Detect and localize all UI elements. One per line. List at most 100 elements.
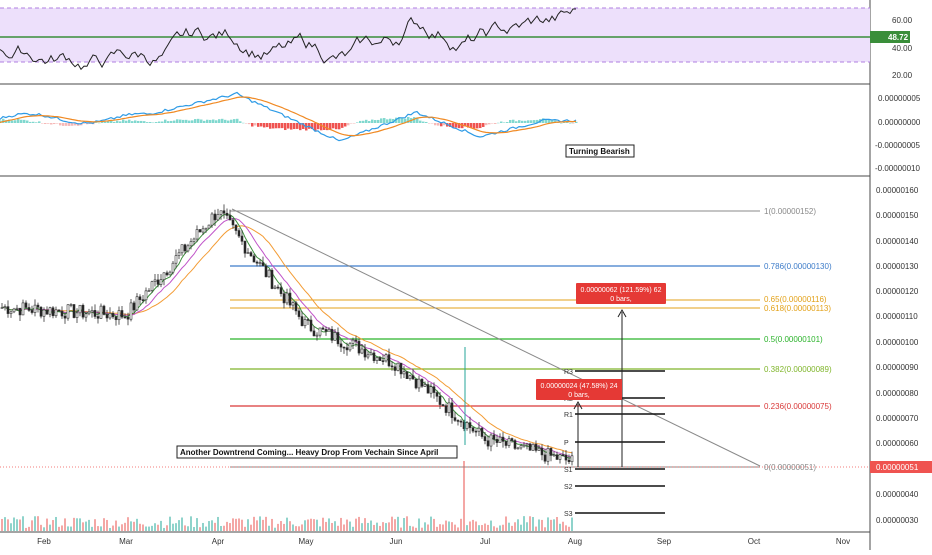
- volume-bar: [82, 522, 84, 531]
- volume-bar: [325, 521, 327, 531]
- macd-histogram-bar: [473, 123, 476, 129]
- candle-body-down: [363, 348, 367, 358]
- macd-histogram-bar: [332, 123, 335, 129]
- month-label: Jul: [480, 537, 490, 546]
- macd-histogram-bar: [50, 123, 53, 125]
- candle: [507, 435, 511, 448]
- volume-bar: [394, 519, 396, 531]
- candle-body-down: [132, 302, 136, 311]
- candle-body-up: [315, 334, 319, 337]
- volume-bar: [124, 522, 126, 531]
- fibonacci-retracement[interactable]: 1(0.00000152) 0.786(0.00000130) 0.65(0.0…: [230, 207, 832, 472]
- month-label: Nov: [836, 537, 850, 546]
- candle-body-up: [333, 332, 337, 341]
- candle-body-down: [60, 310, 64, 317]
- candle: [447, 398, 451, 417]
- candle-body-down: [183, 244, 187, 252]
- candle: [72, 304, 76, 319]
- macd-histogram-bar: [110, 120, 113, 123]
- volume-bar: [265, 516, 267, 531]
- candle-body-down: [312, 330, 316, 337]
- volume-bar: [379, 525, 381, 531]
- volume-bar: [397, 516, 399, 531]
- macd-histogram-bar: [14, 120, 17, 123]
- candle-body-up: [291, 302, 295, 306]
- candle-body-up: [303, 319, 307, 327]
- candle: [93, 304, 97, 319]
- candle-body-down: [105, 314, 109, 319]
- measure-small-box[interactable]: [536, 379, 622, 400]
- macd-histogram-bar: [458, 123, 461, 129]
- macd-histogram-bar: [116, 120, 119, 123]
- macd-histogram-bar: [26, 120, 29, 123]
- volume-bar: [496, 527, 498, 531]
- macd-histogram-bar: [122, 119, 125, 123]
- trendline[interactable]: [231, 208, 761, 467]
- volume-bar: [349, 521, 351, 531]
- candle: [555, 451, 559, 460]
- candle: [123, 313, 127, 319]
- macd-histogram-bar: [254, 123, 257, 126]
- measure-big-box[interactable]: [576, 283, 666, 304]
- macd-histogram-bar: [350, 123, 353, 124]
- candle: [33, 299, 37, 317]
- candle-body-up: [546, 448, 550, 462]
- candle-body-down: [270, 269, 274, 289]
- volume-bar: [427, 524, 429, 531]
- candle-body-up: [66, 304, 70, 319]
- candle: [120, 305, 124, 319]
- volume-bar: [202, 522, 204, 531]
- candle: [393, 364, 397, 376]
- candle: [219, 210, 223, 220]
- candle: [108, 307, 112, 320]
- volume-bar: [13, 517, 15, 531]
- price-axis-ticks: 0.00000160 0.00000150 0.00000140 0.00000…: [876, 186, 919, 525]
- volume-bar: [193, 527, 195, 531]
- macd-histogram-bar: [125, 120, 128, 123]
- candle: [87, 308, 91, 316]
- candle-body-up: [447, 402, 451, 413]
- candle: [567, 454, 571, 464]
- candle: [471, 427, 475, 434]
- candle: [537, 444, 541, 451]
- candle: [75, 308, 79, 324]
- volume-bar: [52, 520, 54, 531]
- volume-bar: [151, 525, 153, 531]
- volume-bar: [415, 527, 417, 531]
- candlesticks: [0, 204, 574, 466]
- volume-bar: [361, 523, 363, 531]
- volume-bar: [433, 518, 435, 531]
- candle-body-up: [186, 245, 190, 252]
- volume-bar: [274, 527, 276, 531]
- macd-histogram-bar: [494, 123, 497, 124]
- ma-mid-line: [1, 218, 573, 458]
- macd-histogram-bar: [428, 123, 431, 124]
- macd-histogram-bar: [443, 123, 446, 126]
- candle-body-down: [513, 440, 517, 449]
- price-tick: 0.00000040: [876, 490, 919, 499]
- macd-tick: -0.00000010: [875, 164, 920, 173]
- price-annotation-box[interactable]: [176, 445, 458, 459]
- candle: [117, 306, 121, 325]
- candle-body-down: [309, 319, 313, 332]
- candle-body-down: [324, 329, 328, 332]
- candle: [408, 374, 412, 381]
- candle: [150, 280, 154, 293]
- rsi-tick-40: 40.00: [892, 44, 913, 53]
- volume-bar: [127, 517, 129, 531]
- macd-histogram-bar: [17, 118, 20, 123]
- candle-body-up: [33, 304, 37, 313]
- price-tick: 0.00000100: [876, 338, 919, 347]
- macd-annotation-box[interactable]: [565, 144, 635, 158]
- candle-body-down: [255, 261, 259, 264]
- macd-histogram-bar: [551, 120, 554, 123]
- month-label: Jun: [390, 537, 403, 546]
- candle-body-up: [168, 271, 172, 276]
- volume-bar: [94, 519, 96, 531]
- macd-histogram-bar: [155, 122, 158, 123]
- macd-histogram-bar: [434, 123, 437, 126]
- candle: [186, 243, 190, 253]
- price-annotation-text: Another Downtrend Coming... Heavy Drop F…: [180, 448, 438, 457]
- macd-histogram-bar: [431, 123, 434, 124]
